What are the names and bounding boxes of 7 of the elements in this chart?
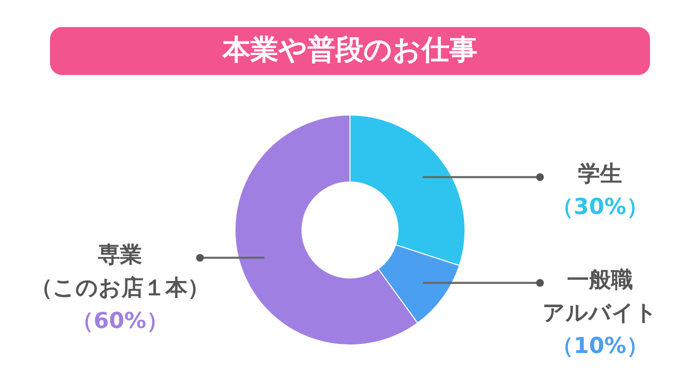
slice-label: 専業（このお店１本） [30,242,210,301]
data-label: （60%） [72,308,168,334]
chart-title: 本業や普段のお仕事 [222,33,478,66]
slice-label: 学生 [578,162,622,188]
data-label: （30%） [552,195,648,220]
data-label: （10%） [552,334,648,359]
slice-label: 一般職アルバイト [542,268,658,326]
